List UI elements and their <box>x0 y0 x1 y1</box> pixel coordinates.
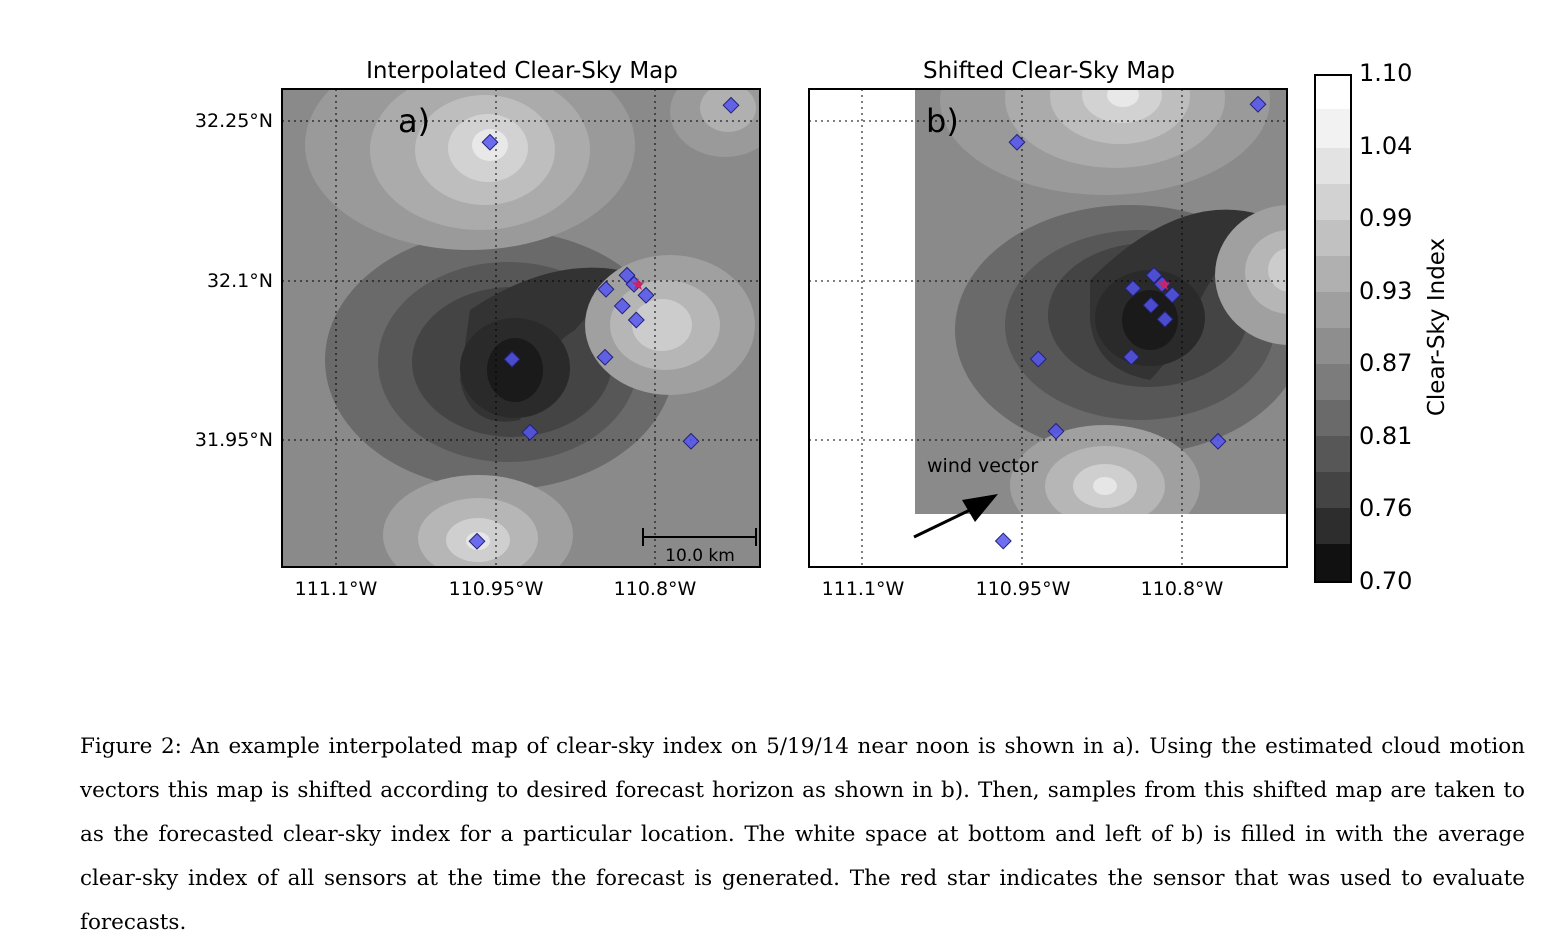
sensor-marker <box>1145 266 1163 284</box>
sensor-marker <box>1249 95 1267 113</box>
lon-tick-label: 111.1°W <box>295 578 378 600</box>
sensor-marker <box>637 286 655 304</box>
lon-tick-label: 110.8°W <box>1141 578 1224 600</box>
lon-tick-label: 110.95°W <box>449 578 544 600</box>
sensor-marker <box>596 348 614 366</box>
sensor-marker <box>682 432 700 450</box>
wind-vector-label: wind vector <box>927 455 1038 477</box>
colorbar: 1.10 1.04 0.99 0.93 0.87 0.81 0.76 0.70 … <box>1314 59 1450 595</box>
sensor-marker <box>627 311 645 329</box>
panel-a-sensor-markers <box>468 96 740 550</box>
colorbar-tick-label: 0.70 <box>1359 567 1412 595</box>
colorbar-frame <box>1314 74 1352 583</box>
sensor-marker <box>503 350 521 368</box>
lon-tick-label: 110.8°W <box>614 578 697 600</box>
panel-a: Interpolated Clear-Sky Map <box>195 58 761 600</box>
sensor-marker <box>521 423 539 441</box>
wind-vector-arrow-shaft <box>913 508 971 539</box>
colorbar-tick-label: 0.99 <box>1359 204 1412 232</box>
sensor-marker <box>1047 422 1065 440</box>
colorbar-tick-label: 0.87 <box>1359 349 1412 377</box>
sensor-marker <box>613 297 631 315</box>
panel-b-title: Shifted Clear-Sky Map <box>923 58 1175 84</box>
evaluation-star: ★ <box>1156 275 1171 295</box>
panel-b: Shifted Clear-Sky Map <box>808 58 1288 600</box>
panel-b-grid <box>809 89 1287 567</box>
colorbar-bands <box>1315 75 1351 582</box>
lon-tick-label: 111.1°W <box>822 578 905 600</box>
scale-bar <box>642 528 757 546</box>
panel-a-frame <box>281 88 761 568</box>
panel-a-contour-map: ★ <box>282 89 760 567</box>
colorbar-tick-label: 0.93 <box>1359 277 1412 305</box>
sensor-marker <box>481 133 499 151</box>
panel-b-frame <box>808 88 1288 568</box>
panel-a-label: a) <box>398 102 430 140</box>
wind-vector-arrow-head <box>962 494 998 522</box>
lat-tick-label: 32.25°N <box>195 110 273 132</box>
sensor-marker <box>722 96 740 114</box>
figure-2: Interpolated Clear-Sky Map <box>195 58 1450 600</box>
sensor-marker <box>1142 296 1160 314</box>
colorbar-tick-label: 1.04 <box>1359 132 1412 160</box>
sensor-marker <box>1209 432 1227 450</box>
panel-b-contour-map <box>915 89 1287 514</box>
colorbar-label: Clear-Sky Index <box>1424 238 1450 416</box>
colorbar-tick-label: 0.76 <box>1359 494 1412 522</box>
sensor-marker <box>468 532 486 550</box>
panel-a-title: Interpolated Clear-Sky Map <box>366 58 678 84</box>
panel-b-sensor-markers <box>994 95 1267 550</box>
lon-tick-label: 110.95°W <box>976 578 1071 600</box>
colorbar-tick-label: 1.10 <box>1359 59 1412 87</box>
sensor-marker <box>625 275 643 293</box>
evaluation-star: ★ <box>630 275 645 295</box>
sensor-marker <box>994 532 1012 550</box>
sensor-marker <box>1124 279 1142 297</box>
sensor-marker <box>597 280 615 298</box>
lat-tick-label: 32.1°N <box>207 270 273 292</box>
sensor-marker <box>1029 350 1047 368</box>
sensor-marker <box>1156 310 1174 328</box>
lat-tick-label: 31.95°N <box>195 429 273 451</box>
figure-caption: Figure 2: An example interpolated map of… <box>80 734 1525 935</box>
panel-b-label: b) <box>926 102 959 140</box>
scale-bar-label: 10.0 km <box>665 546 735 566</box>
sensor-marker <box>1008 133 1026 151</box>
sensor-marker <box>1122 348 1140 366</box>
sensor-marker <box>1153 275 1171 293</box>
colorbar-tick-label: 0.81 <box>1359 422 1412 450</box>
sensor-marker <box>1163 286 1181 304</box>
